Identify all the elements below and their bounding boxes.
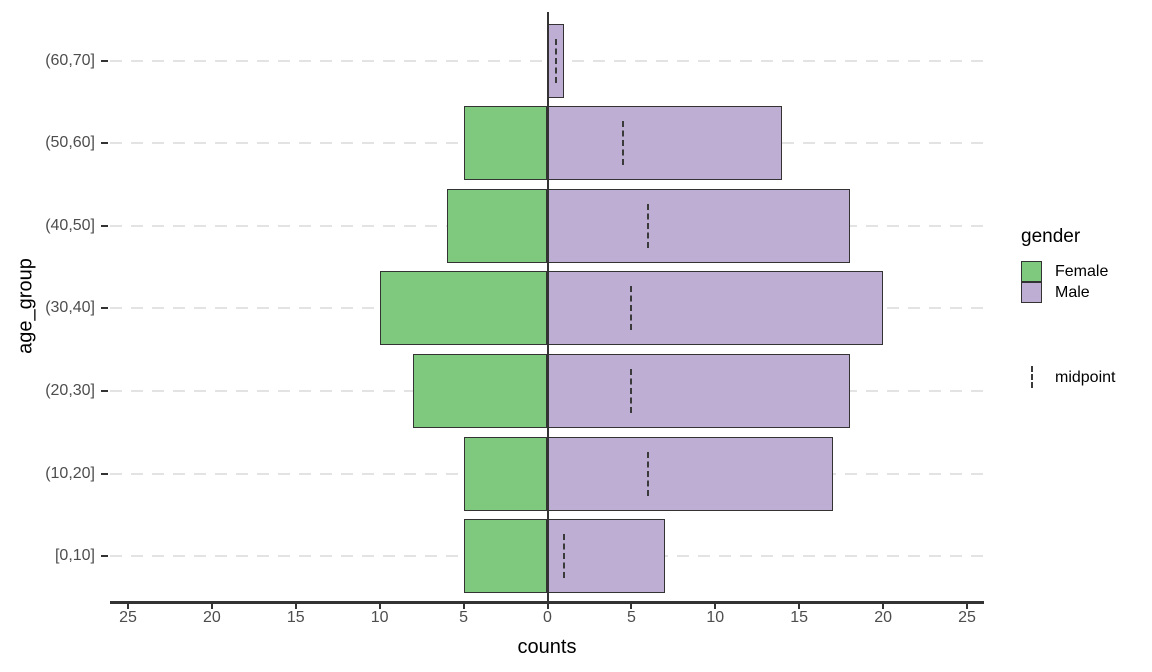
y-tick-label: (40,50] xyxy=(45,216,95,234)
x-tick-label: 10 xyxy=(370,609,389,626)
legend-item-male: Male xyxy=(1021,282,1090,303)
y-tick-mark xyxy=(101,224,108,227)
plot-panel xyxy=(110,12,983,601)
x-axis-title: counts xyxy=(517,636,577,658)
x-tick-label: 15 xyxy=(286,609,305,626)
x-tick-mark xyxy=(630,601,633,609)
midpoint-marker-1 xyxy=(622,121,624,166)
midpoint-dashed-line-icon xyxy=(1021,366,1042,388)
zero-axis-line xyxy=(546,12,549,601)
x-tick-label: 15 xyxy=(790,609,809,626)
x-tick-mark xyxy=(966,601,968,609)
bar-female-1 xyxy=(463,106,548,181)
midpoint-marker-0 xyxy=(554,38,557,83)
legend-label-midpoint: midpoint xyxy=(1055,368,1116,386)
y-tick-label: (30,40] xyxy=(45,299,95,317)
y-tick-label: [0,10] xyxy=(54,547,95,565)
x-tick-mark xyxy=(378,601,381,609)
x-tick-label: 25 xyxy=(958,609,976,626)
y-tick-label: (10,20] xyxy=(45,464,95,482)
bar-male-6 xyxy=(547,519,665,594)
y-tick-mark xyxy=(101,142,108,145)
x-tick-label: 5 xyxy=(626,609,636,626)
legend-label-male: Male xyxy=(1055,284,1090,301)
bar-male-5 xyxy=(547,436,833,511)
bar-female-3 xyxy=(379,271,548,346)
midpoint-marker-3 xyxy=(630,286,633,331)
x-tick-mark xyxy=(462,601,465,609)
legend-item-female: Female xyxy=(1021,261,1108,282)
y-tick-mark xyxy=(101,555,108,558)
x-tick-label: 25 xyxy=(119,609,137,626)
x-tick-label: 0 xyxy=(543,609,552,626)
x-tick-mark xyxy=(210,601,213,609)
midpoint-marker-6 xyxy=(563,534,566,579)
midpoint-marker-5 xyxy=(647,451,650,496)
bar-female-5 xyxy=(463,436,548,511)
x-tick-label: 20 xyxy=(202,609,221,626)
bar-male-2 xyxy=(547,188,850,263)
x-tick-mark xyxy=(546,601,549,609)
y-tick-label: (60,70] xyxy=(45,51,95,69)
x-tick-mark xyxy=(127,601,129,609)
y-tick-label: (20,30] xyxy=(45,381,95,399)
bar-male-1 xyxy=(547,106,783,181)
bar-female-4 xyxy=(413,353,548,428)
legend-item-midpoint: midpoint xyxy=(1021,366,1115,388)
bar-female-2 xyxy=(446,188,548,263)
x-tick-mark xyxy=(294,601,297,609)
legend-label-female: Female xyxy=(1055,263,1109,280)
midpoint-marker-4 xyxy=(630,368,633,413)
legend-title: gender xyxy=(1021,226,1081,247)
x-tick-mark xyxy=(798,601,801,609)
y-tick-mark xyxy=(101,307,108,310)
bar-male-3 xyxy=(547,271,884,346)
legend-swatch-female xyxy=(1021,261,1042,282)
x-tick-label: 20 xyxy=(874,609,892,626)
x-tick-mark xyxy=(714,601,717,609)
x-tick-mark xyxy=(882,601,885,609)
x-tick-label: 10 xyxy=(706,609,725,626)
midpoint-marker-2 xyxy=(647,203,650,248)
bar-female-6 xyxy=(463,519,548,594)
y-tick-label: (50,60] xyxy=(45,134,95,152)
bar-male-4 xyxy=(547,353,850,428)
y-tick-mark xyxy=(101,472,108,475)
legend-swatch-male xyxy=(1021,282,1042,303)
y-tick-mark xyxy=(101,59,108,62)
y-tick-mark xyxy=(101,389,108,392)
x-tick-label: 5 xyxy=(459,609,469,626)
